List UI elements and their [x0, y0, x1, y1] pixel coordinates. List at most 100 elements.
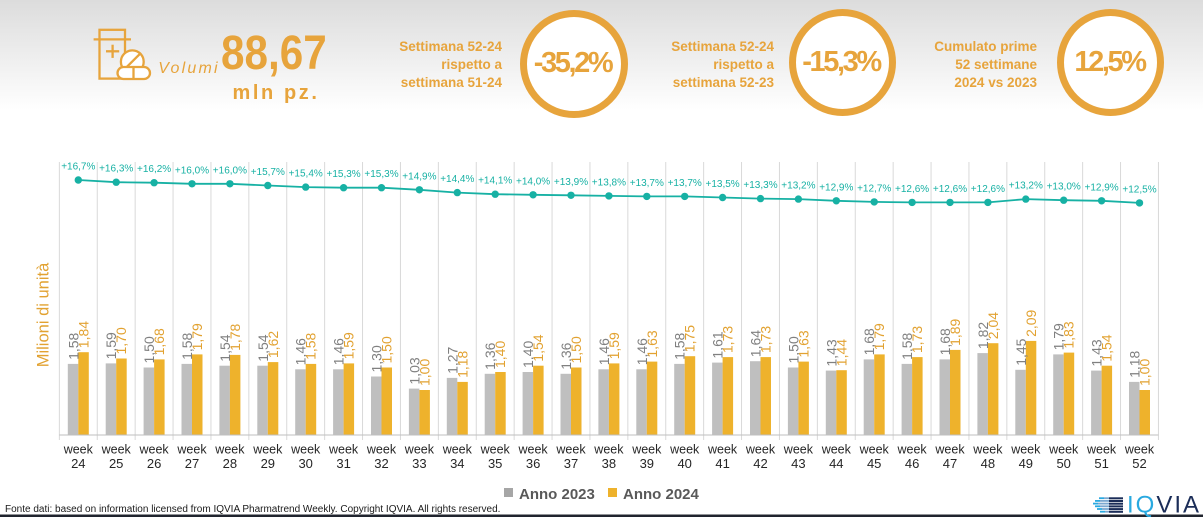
svg-text:1,54: 1,54 [1099, 334, 1115, 361]
svg-text:39: 39 [640, 456, 654, 471]
svg-text:45: 45 [867, 456, 881, 471]
svg-text:+16,0%: +16,0% [175, 165, 209, 176]
svg-text:52: 52 [1132, 456, 1146, 471]
svg-text:42: 42 [753, 456, 767, 471]
svg-text:+13,2%: +13,2% [1009, 181, 1043, 192]
svg-text:1,36: 1,36 [558, 342, 574, 369]
svg-text:1,62: 1,62 [265, 331, 281, 358]
svg-text:+16,3%: +16,3% [99, 164, 133, 175]
svg-text:1,70: 1,70 [113, 327, 129, 354]
svg-text:27: 27 [185, 456, 199, 471]
svg-text:week: week [631, 443, 662, 457]
svg-text:44: 44 [829, 456, 843, 471]
svg-text:48: 48 [981, 456, 995, 471]
svg-text:37: 37 [564, 456, 578, 471]
svg-text:1,83: 1,83 [1061, 321, 1077, 348]
svg-text:+13,7%: +13,7% [668, 178, 702, 189]
svg-text:1,18: 1,18 [454, 350, 470, 377]
svg-text:+12,7%: +12,7% [857, 183, 891, 194]
svg-text:1,46: 1,46 [293, 338, 309, 365]
svg-text:1,54: 1,54 [217, 334, 233, 361]
svg-text:1,68: 1,68 [861, 328, 877, 355]
svg-text:1,58: 1,58 [672, 332, 688, 359]
svg-text:1,58: 1,58 [179, 332, 195, 359]
svg-text:1,73: 1,73 [909, 326, 925, 353]
svg-text:week: week [176, 443, 207, 457]
svg-text:1,84: 1,84 [75, 321, 91, 348]
svg-text:+13,2%: +13,2% [781, 181, 815, 192]
svg-text:1,50: 1,50 [379, 336, 395, 363]
svg-text:week: week [783, 443, 814, 457]
svg-text:+14,4%: +14,4% [440, 174, 474, 185]
svg-text:week: week [1048, 443, 1079, 457]
svg-text:+16,2%: +16,2% [137, 164, 171, 175]
svg-text:week: week [1124, 443, 1155, 457]
svg-text:week: week [745, 443, 776, 457]
svg-text:41: 41 [715, 456, 729, 471]
svg-text:1,73: 1,73 [758, 326, 774, 353]
svg-text:24: 24 [71, 456, 85, 471]
svg-text:2,09: 2,09 [1023, 309, 1039, 336]
svg-text:1,43: 1,43 [1089, 339, 1105, 366]
svg-text:2,04: 2,04 [985, 312, 1001, 339]
svg-text:+13,3%: +13,3% [743, 180, 777, 191]
svg-text:Fonte dati: based on informati: Fonte dati: based on information license… [5, 504, 500, 515]
svg-text:43: 43 [791, 456, 805, 471]
svg-text:30: 30 [298, 456, 312, 471]
svg-text:week: week [518, 443, 549, 457]
svg-text:1,59: 1,59 [103, 332, 119, 359]
svg-text:week: week [897, 443, 928, 457]
svg-text:51: 51 [1094, 456, 1108, 471]
svg-text:1,64: 1,64 [748, 330, 764, 357]
svg-text:week: week [934, 443, 965, 457]
svg-text:47: 47 [943, 456, 957, 471]
svg-text:1,46: 1,46 [331, 338, 347, 365]
svg-text:1,50: 1,50 [141, 336, 157, 363]
svg-text:33: 33 [412, 456, 426, 471]
svg-text:1,61: 1,61 [710, 331, 726, 358]
svg-text:1,03: 1,03 [406, 357, 422, 384]
svg-text:38: 38 [602, 456, 616, 471]
svg-text:week: week [1086, 443, 1117, 457]
svg-text:+13,5%: +13,5% [705, 179, 739, 190]
svg-text:1,00: 1,00 [1137, 359, 1153, 386]
svg-text:1,30: 1,30 [369, 345, 385, 372]
svg-text:week: week [972, 443, 1003, 457]
svg-text:1,58: 1,58 [899, 332, 915, 359]
svg-text:35: 35 [488, 456, 502, 471]
svg-text:Anno 2024: Anno 2024 [623, 486, 700, 503]
svg-text:+13,7%: +13,7% [630, 178, 664, 189]
svg-text:1,43: 1,43 [823, 339, 839, 366]
svg-text:1,54: 1,54 [530, 334, 546, 361]
svg-text:+16,7%: +16,7% [61, 162, 95, 173]
svg-text:34: 34 [450, 456, 464, 471]
svg-text:week: week [214, 443, 245, 457]
svg-text:40: 40 [677, 456, 691, 471]
svg-text:week: week [63, 443, 94, 457]
svg-text:week: week [366, 443, 397, 457]
svg-text:1,54: 1,54 [255, 334, 271, 361]
svg-text:1,36: 1,36 [482, 342, 498, 369]
svg-text:week: week [821, 443, 852, 457]
svg-text:1,50: 1,50 [568, 336, 584, 363]
svg-text:1,45: 1,45 [1013, 338, 1029, 365]
svg-text:week: week [555, 443, 586, 457]
svg-text:29: 29 [261, 456, 275, 471]
svg-text:week: week [290, 443, 321, 457]
svg-text:49: 49 [1019, 456, 1033, 471]
svg-text:1,75: 1,75 [682, 325, 698, 352]
svg-text:Milioni di unità: Milioni di unità [35, 262, 53, 367]
svg-text:1,00: 1,00 [416, 359, 432, 386]
svg-text:+16,0%: +16,0% [213, 165, 247, 176]
svg-text:week: week [707, 443, 738, 457]
svg-text:+14,0%: +14,0% [516, 176, 550, 187]
svg-text:+13,0%: +13,0% [1047, 182, 1081, 193]
svg-text:1,46: 1,46 [596, 338, 612, 365]
svg-text:1,59: 1,59 [606, 332, 622, 359]
svg-text:32: 32 [374, 456, 388, 471]
svg-text:+14,9%: +14,9% [402, 171, 436, 182]
svg-text:31: 31 [336, 456, 350, 471]
svg-text:1,82: 1,82 [975, 322, 991, 349]
svg-text:week: week [101, 443, 132, 457]
svg-text:week: week [328, 443, 359, 457]
